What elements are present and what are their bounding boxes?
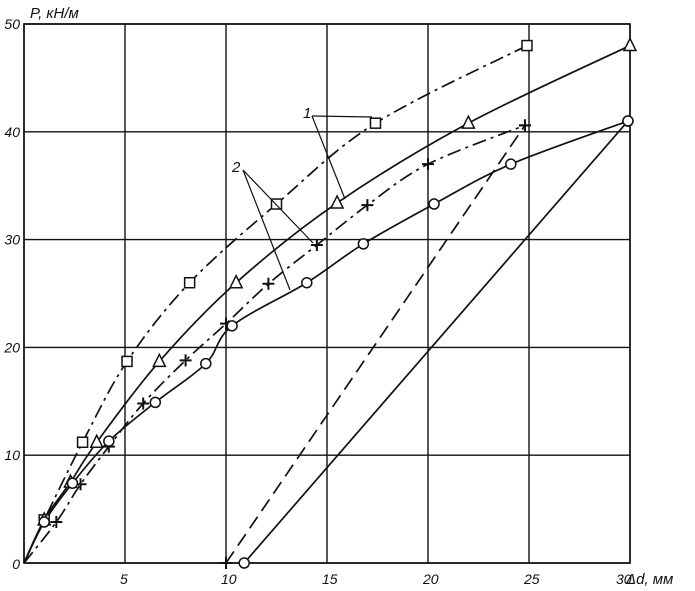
marker-1-7 [461, 114, 476, 129]
series-line-0-square [23, 44, 528, 564]
tick-labels: 5 10 15 20 25 30 0 10 20 30 40 50 [3, 16, 631, 587]
x-tick-label-2: 10 [221, 571, 237, 587]
x-tick-label-1: 5 [120, 571, 128, 587]
x-tick-label-3: 15 [322, 571, 338, 587]
marker-1-8 [622, 36, 638, 52]
marker-1-3 [89, 433, 104, 449]
callout-2-label: 2 [231, 159, 241, 176]
marker-2-5 [179, 354, 192, 367]
y-axis-label: P, кН/м [30, 5, 79, 22]
plot-frame [23, 23, 631, 564]
y-tick-label-5: 50 [4, 16, 20, 32]
series-line-4-plus [225, 124, 526, 564]
grid [23, 23, 631, 564]
y-tick-label-2: 20 [3, 339, 20, 355]
marker-3-7 [301, 276, 313, 289]
marker-0-3 [121, 355, 133, 368]
callout-2: 2 [231, 159, 314, 291]
callout-1-leader-a [311, 115, 373, 118]
marker-0-7 [521, 39, 533, 52]
data-markers [36, 36, 638, 569]
marker-2-1 [50, 516, 63, 529]
x-tick-label-4: 20 [422, 571, 439, 587]
marker-0-2 [76, 436, 89, 449]
marker-4-1 [518, 119, 531, 132]
marker-3-6 [226, 320, 238, 332]
callout-1-leader-b [311, 115, 346, 200]
marker-3-2 [66, 477, 79, 489]
marker-2-8 [310, 238, 323, 251]
marker-1-4 [152, 352, 167, 368]
y-tick-label-3: 30 [4, 232, 20, 248]
marker-3-9 [428, 198, 440, 210]
marker-3-3 [103, 435, 115, 447]
x-tick-label-6: 30 [616, 571, 632, 587]
callout-2-leader-b [242, 169, 291, 291]
callout-2-leader-a [242, 169, 314, 244]
marker-3-10 [505, 158, 517, 170]
marker-5-0 [238, 557, 250, 569]
marker-3-5 [200, 357, 212, 370]
marker-4-0 [220, 557, 232, 569]
callout-1: 1 [303, 105, 373, 200]
marker-3-8 [357, 238, 370, 250]
marker-0-4 [183, 276, 196, 289]
series-line-3-circle [23, 120, 629, 564]
marker-5-1 [622, 115, 634, 127]
marker-2-4 [137, 397, 150, 410]
marker-1-5 [228, 274, 244, 289]
marker-0-5 [270, 198, 283, 210]
series-line-5-circle [243, 120, 629, 564]
marker-2-10 [422, 158, 434, 171]
marker-2-9 [361, 199, 374, 212]
x-axis-label: Δd, мм [625, 571, 673, 588]
callout-1-label: 1 [303, 105, 311, 122]
marker-3-1 [38, 516, 50, 528]
y-tick-label-4: 40 [4, 124, 20, 140]
marker-3-4 [149, 396, 162, 409]
series-line-2-plus [23, 124, 526, 564]
y-tick-label-1: 10 [4, 447, 20, 463]
marker-1-6 [329, 194, 345, 209]
y-tick-label-0: 0 [12, 556, 20, 572]
marker-0-6 [369, 117, 382, 129]
x-tick-label-5: 25 [523, 571, 540, 587]
marker-2-7 [262, 277, 275, 290]
